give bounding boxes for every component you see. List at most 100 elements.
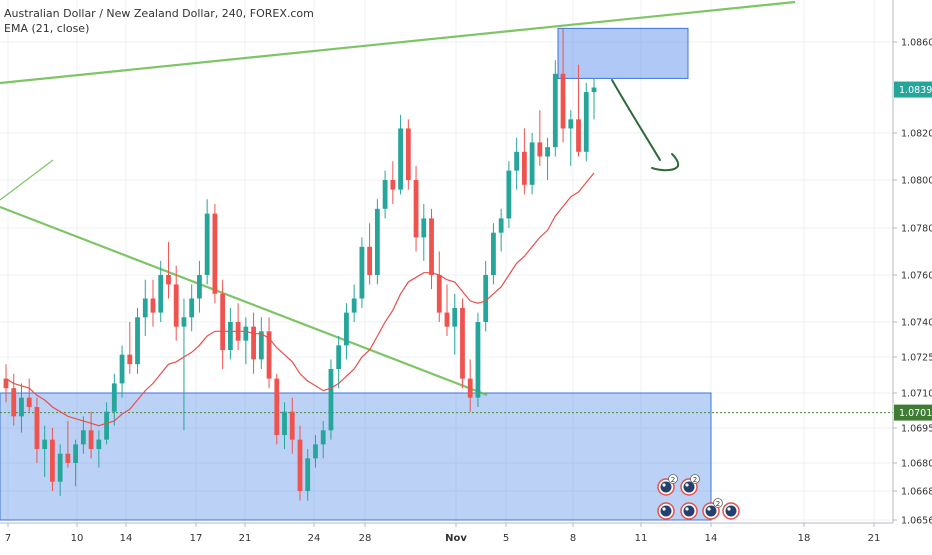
candle-body: [50, 439, 55, 482]
short-trendline: [0, 159, 54, 201]
flag-icon: [722, 502, 740, 520]
flag-icon-star: [662, 507, 666, 511]
candle: [320, 421, 326, 459]
candle-body: [529, 142, 535, 185]
flag-icon: [657, 478, 675, 496]
price-tick-label: 1.07800: [901, 224, 932, 235]
candle: [328, 359, 334, 440]
candle-body: [491, 232, 496, 275]
candle: [19, 383, 24, 433]
candle-body: [545, 147, 550, 157]
candle: [197, 260, 202, 313]
candle: [88, 411, 94, 459]
candle: [514, 137, 520, 190]
candle: [374, 199, 380, 285]
event-count-ring: [690, 474, 700, 484]
candle-body: [506, 170, 512, 219]
candle: [266, 317, 272, 389]
candle-body: [197, 275, 202, 299]
candle-body: [336, 345, 342, 369]
candle-body: [320, 430, 326, 445]
candle: [460, 298, 465, 389]
candle: [258, 317, 264, 369]
candle-body: [173, 284, 179, 327]
candle-body: [243, 326, 249, 341]
candle: [181, 298, 187, 431]
candle: [243, 317, 249, 365]
candle: [142, 279, 148, 336]
candle-body: [405, 128, 411, 180]
candle-body: [374, 208, 380, 275]
candle-body: [227, 322, 233, 350]
candle-body: [382, 180, 388, 209]
candle-body: [305, 458, 311, 491]
candle: [65, 421, 71, 468]
candle-body: [258, 331, 264, 360]
candle-body: [436, 275, 442, 313]
candle-body: [3, 378, 9, 389]
candle-body: [351, 298, 357, 313]
candle: [227, 307, 233, 360]
candle-body: [142, 298, 148, 318]
candle: [166, 242, 171, 299]
price-tick-label: 1.07400: [901, 318, 932, 329]
zones: [0, 27, 893, 521]
candle-body: [189, 298, 195, 318]
drawn-arrow: [611, 79, 661, 161]
flag-icon-face: [660, 505, 672, 517]
candle: [96, 430, 102, 468]
candle: [491, 223, 496, 285]
candle-body: [591, 87, 597, 93]
candle: [305, 449, 311, 501]
candle: [204, 199, 210, 285]
candle: [150, 279, 156, 327]
candle: [498, 208, 504, 252]
candle-body: [26, 397, 32, 407]
candle-body: [413, 180, 419, 238]
price-tick-label: 1.06800: [901, 459, 932, 470]
candle: [560, 28, 566, 143]
indicator-title: EMA (21, close): [4, 22, 90, 35]
candle: [483, 260, 489, 332]
candle-body: [80, 430, 86, 445]
price-tick-label: 1.08200: [901, 129, 932, 140]
price-tick-label: 1.07100: [901, 389, 932, 400]
last-price-badge: [894, 81, 932, 98]
ema-line: [5, 172, 595, 427]
candle-body: [421, 218, 427, 238]
candle: [436, 251, 442, 322]
level-price-label: 1.07016: [899, 408, 932, 419]
price-tick-label: 1.07250: [901, 353, 932, 364]
candle: [506, 161, 512, 228]
candle: [405, 119, 411, 190]
time-tick-label: 14: [705, 533, 718, 544]
price-tick-label: 1.06680: [901, 487, 932, 498]
time-tick-label: 24: [308, 533, 321, 544]
candle: [413, 165, 419, 252]
candle: [119, 345, 125, 398]
candle: [189, 284, 195, 332]
event-count: 2: [716, 500, 720, 508]
time-axis-bg: [0, 523, 932, 550]
candle: [235, 303, 241, 350]
price-tick-label: 1.06560: [901, 516, 932, 527]
candle: [568, 110, 574, 166]
candle-body: [204, 213, 210, 275]
candle-body: [313, 444, 318, 459]
candle-body: [359, 246, 365, 299]
candle: [367, 223, 373, 285]
candle: [336, 336, 342, 389]
time-tick-label: 28: [359, 533, 372, 544]
lower-trendline: [0, 205, 488, 397]
candle-body: [282, 411, 287, 435]
flag-icon-star: [662, 483, 666, 487]
candle-body: [266, 331, 272, 379]
flag-icon: [702, 502, 720, 520]
event-count: 2: [671, 476, 675, 484]
candle-body: [452, 307, 458, 327]
candle-body: [19, 397, 24, 417]
